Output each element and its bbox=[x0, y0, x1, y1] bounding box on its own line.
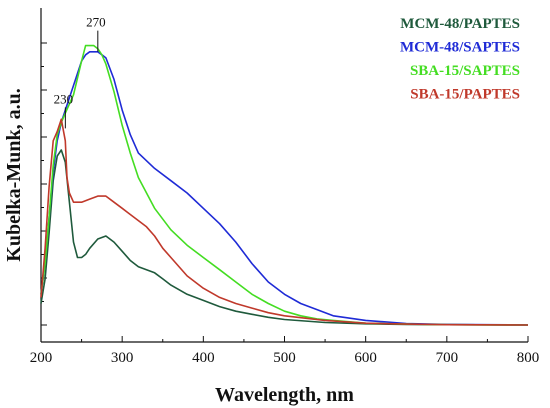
legend-entry: SBA-15/PAPTES bbox=[410, 87, 520, 103]
series-group bbox=[40, 44, 529, 326]
x-tick-label: 700 bbox=[436, 350, 459, 366]
series-line-mcm-48-saptes bbox=[40, 51, 529, 326]
annotations: 270 230 bbox=[54, 15, 106, 129]
legend: MCM-48/PAPTES MCM-48/SAPTES SBA-15/SAPTES S… bbox=[400, 16, 520, 103]
legend-entry: MCM-48/SAPTES bbox=[400, 40, 520, 56]
series-line-mcm-48-paptes bbox=[40, 149, 529, 326]
x-tick-label: 600 bbox=[354, 350, 377, 366]
y-axis-title: Kubelka-Munk, a.u. bbox=[3, 88, 25, 261]
x-tick-label: 200 bbox=[30, 350, 53, 366]
annotation-230: 230 bbox=[54, 91, 74, 106]
series-line-sba-15-paptes bbox=[40, 118, 529, 326]
x-tick-label: 400 bbox=[192, 350, 215, 366]
x-tick-label: 800 bbox=[517, 350, 540, 366]
legend-entry: SBA-15/SAPTES bbox=[410, 63, 520, 79]
x-tick-label: 500 bbox=[273, 350, 296, 366]
series-line-sba-15-saptes bbox=[40, 44, 529, 326]
x-axis-title: Wavelength, nm bbox=[215, 384, 354, 406]
legend-entry: MCM-48/PAPTES bbox=[400, 16, 520, 32]
axes: 200 300 400 500 600 700 800 bbox=[30, 8, 540, 366]
x-tick-label: 300 bbox=[111, 350, 134, 366]
annotation-270: 270 bbox=[86, 15, 106, 30]
